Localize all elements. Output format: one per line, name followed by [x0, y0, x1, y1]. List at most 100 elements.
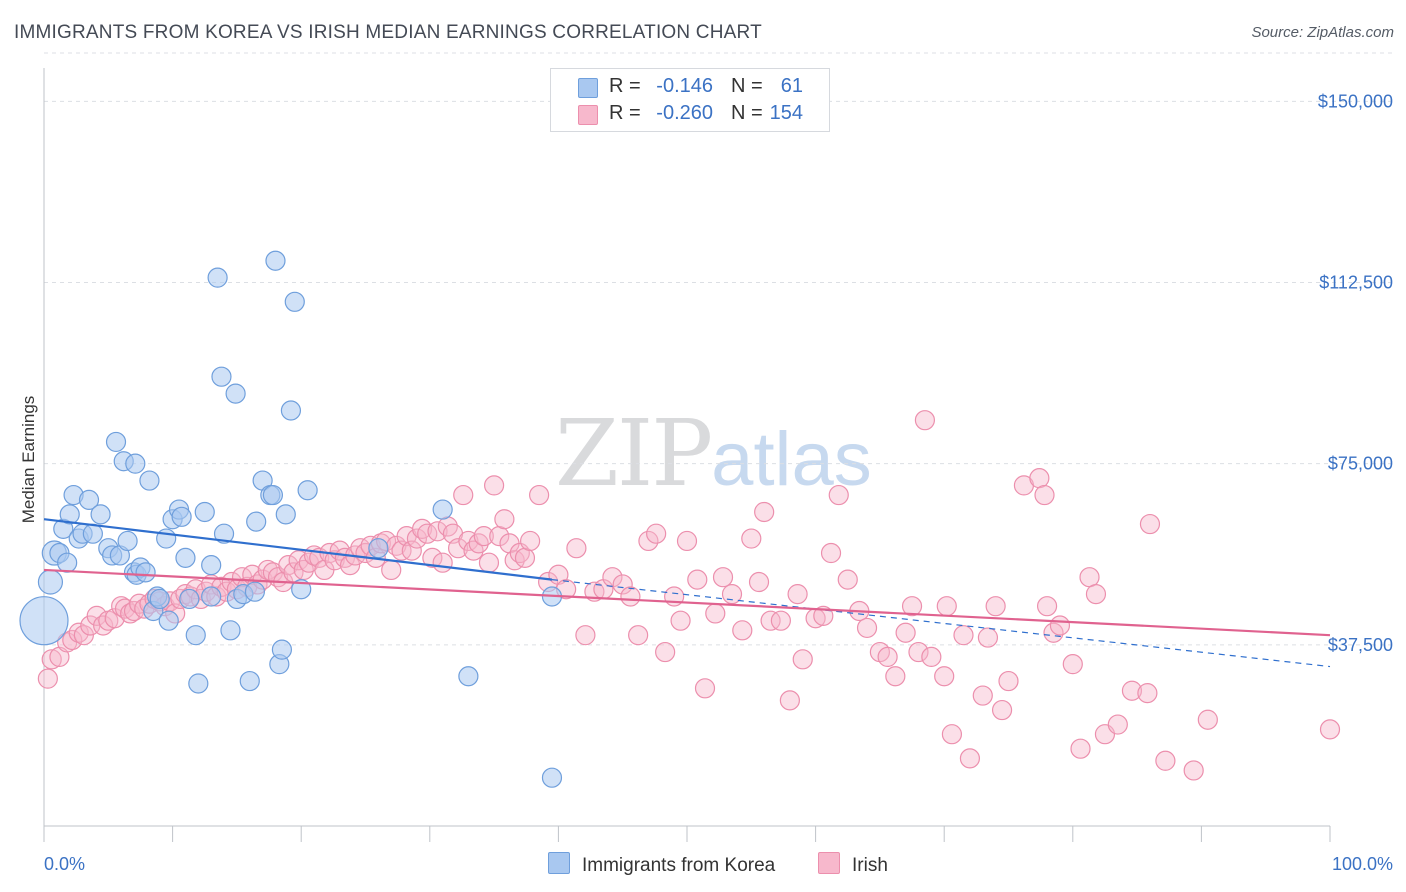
korea-trend-extension — [551, 579, 1331, 668]
korea-point — [139, 470, 160, 491]
legend-r-value: -0.146 — [656, 75, 713, 97]
korea-point — [201, 555, 222, 576]
korea-point — [78, 489, 100, 510]
korea-point — [158, 610, 179, 631]
chart-title: IMMIGRANTS FROM KOREA VS IRISH MEDIAN EA… — [14, 22, 762, 43]
irish-point — [41, 649, 62, 670]
irish-point — [760, 610, 781, 631]
korea-point — [225, 383, 246, 404]
irish-point — [885, 666, 906, 687]
irish-point — [877, 646, 898, 668]
korea-point — [179, 588, 200, 610]
korea-point — [368, 538, 389, 559]
korea-point — [432, 499, 453, 520]
irish-point — [620, 586, 641, 607]
korea-point — [82, 523, 103, 544]
korea-point — [90, 504, 111, 525]
bottom-legend-swatch-irish — [818, 852, 840, 874]
irish-point — [694, 678, 716, 699]
bottom-legend-korea: Immigrants from Korea — [548, 852, 775, 877]
irish-point — [646, 523, 667, 544]
irish-point — [748, 571, 770, 593]
korea-point — [135, 562, 156, 583]
bottom-legend-swatch-korea — [548, 852, 570, 874]
irish-point — [566, 538, 587, 559]
irish-point — [972, 685, 993, 706]
irish-point — [828, 484, 849, 506]
irish-point — [779, 690, 800, 711]
irish-point — [712, 567, 734, 588]
irish-point — [787, 583, 808, 605]
irish-point — [37, 668, 58, 689]
irish-point — [985, 596, 1006, 617]
irish-trend-line — [43, 568, 1331, 637]
irish-point — [655, 641, 676, 663]
legend-row-irish: R = -0.260 N = 154 — [551, 100, 829, 128]
irish-point — [792, 649, 813, 670]
bottom-legend-irish: Irish — [818, 852, 888, 877]
korea-point — [185, 625, 206, 646]
irish-point — [998, 670, 1019, 692]
watermark: ZIPatlas — [555, 400, 872, 507]
irish-point — [921, 646, 942, 668]
irish-point — [1197, 709, 1218, 730]
korea-point — [265, 250, 286, 271]
irish-point — [1079, 567, 1100, 588]
irish-point — [406, 528, 428, 549]
irish-point — [837, 569, 858, 590]
irish-point — [68, 622, 89, 643]
irish-point — [1319, 719, 1341, 740]
irish-point — [293, 559, 314, 581]
y-tick-label: $112,500 — [1319, 272, 1393, 292]
irish-point — [914, 410, 936, 431]
irish-point — [1029, 468, 1050, 489]
legend-n-label: N = — [731, 102, 763, 124]
korea-point — [246, 511, 267, 532]
korea-point — [125, 453, 146, 474]
axes — [43, 68, 1331, 842]
korea-point — [171, 506, 192, 527]
irish-point — [895, 622, 916, 643]
irish-point — [278, 555, 299, 576]
irish-point — [453, 484, 474, 506]
irish-point — [381, 559, 402, 581]
irish-point — [628, 625, 649, 646]
irish-point — [1155, 750, 1176, 771]
irish-point — [1070, 738, 1091, 759]
korea-point — [280, 400, 302, 421]
irish-point — [447, 538, 469, 559]
axis-labels: $37,500 $75,000 $112,500 $150,000 0.0% 100.0%… — [19, 91, 1393, 874]
korea-point — [220, 620, 241, 641]
korea-point — [201, 586, 222, 607]
x-tick-label: 100.0% — [1332, 854, 1393, 874]
korea-point — [194, 501, 215, 523]
korea-point — [207, 267, 228, 288]
korea-point — [275, 504, 296, 525]
trend-lines — [43, 518, 1331, 668]
korea-trend-line — [43, 518, 553, 581]
legend-swatch-korea — [578, 78, 598, 98]
irish-point — [754, 501, 775, 523]
legend-swatch-irish — [578, 105, 598, 125]
irish-point — [1034, 484, 1055, 506]
irish-point — [1036, 596, 1058, 617]
korea-point — [244, 581, 266, 602]
irish-point — [73, 625, 94, 646]
irish-point — [705, 603, 726, 624]
korea-point — [211, 366, 232, 387]
legend-r-label: R = — [609, 102, 641, 124]
legend-r-value: -0.260 — [656, 102, 713, 124]
irish-point — [687, 569, 708, 590]
irish-point — [959, 748, 981, 769]
irish-point — [1139, 513, 1161, 535]
korea-point — [175, 547, 196, 568]
korea-point — [19, 596, 69, 646]
korea-point — [458, 666, 479, 687]
source-label: Source: ZipAtlas.com — [1251, 24, 1394, 41]
korea-point — [284, 291, 305, 312]
irish-point — [953, 625, 974, 646]
y-tick-label: $37,500 — [1328, 635, 1393, 655]
korea-point — [149, 588, 170, 610]
legend-r-label: R = — [609, 75, 641, 97]
irish-point — [936, 596, 957, 617]
